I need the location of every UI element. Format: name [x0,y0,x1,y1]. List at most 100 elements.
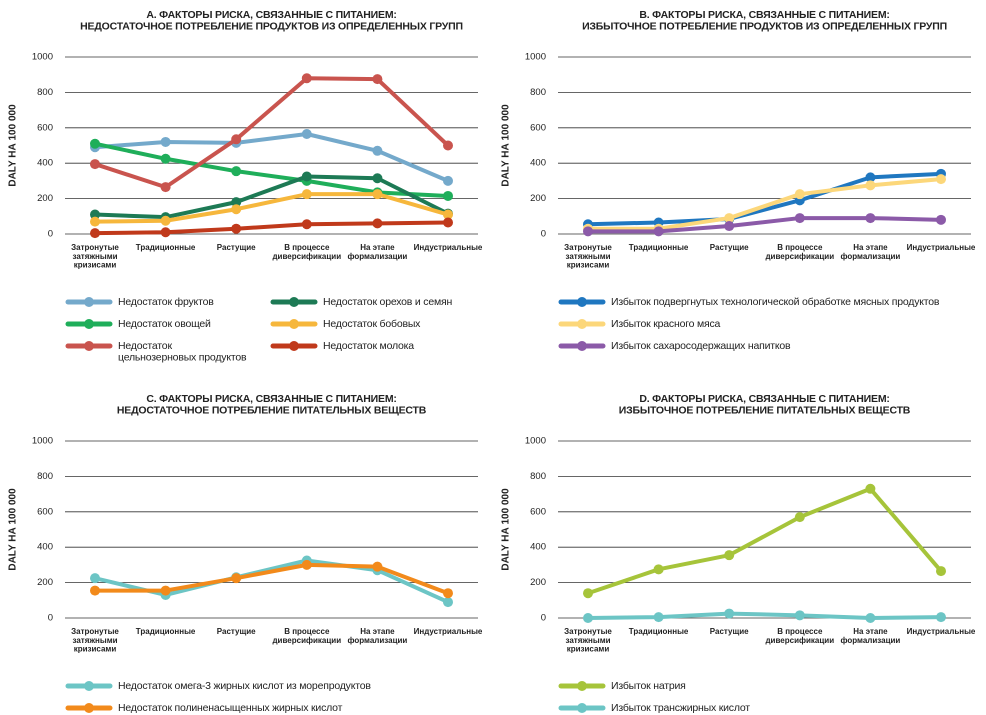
data-point [865,613,876,623]
x-tick-label: Индустриальные [414,243,483,252]
legend-marker [289,341,299,351]
series-line [95,562,449,596]
y-tick-label: 800 [530,87,546,98]
series-line [587,171,942,227]
y-tick-label: 1000 [525,52,546,63]
y-axis-label: DALY НА 100 000 [8,488,19,571]
x-tick-label: Растущие [710,627,749,636]
x-tick-label: В процессе диверсификации [765,627,834,645]
x-tick-label: Затронутые затяжными кризисами [564,243,612,270]
legend-marker [577,297,587,307]
data-point [160,227,171,238]
legend-label: Недостаток цельнозерновых продуктов [118,340,247,364]
data-point [90,228,100,239]
legend-marker [577,319,587,329]
data-point [160,136,171,147]
y-tick-label: 0 [541,229,546,240]
data-point [160,153,171,164]
data-point [865,180,876,191]
series-line [588,177,942,231]
x-tick-label: В процессе диверсификации [765,243,834,261]
legend-marker [289,319,299,329]
data-point [583,226,593,237]
legend-label: Недостаток полиненасыщенных жирных кисло… [118,702,343,714]
data-point [865,172,876,183]
data-point [231,166,242,177]
data-point [443,140,453,151]
data-point [90,209,100,220]
data-point [160,215,171,226]
x-tick-label: Традиционные [136,627,196,636]
data-point [301,171,312,182]
y-tick-label: 200 [37,193,53,204]
data-point [372,145,383,156]
chart-title: B. ФАКТОРЫ РИСКА, СВЯЗАННЫЕ С ПИТАНИЕМ: И… [582,9,947,33]
y-tick-label: 200 [37,577,53,588]
legend-label: Избыток трансжирных кислот [611,702,750,714]
data-point [301,128,312,139]
series-line [94,192,449,224]
data-point [90,216,100,227]
data-point [865,483,876,494]
data-point [231,134,242,145]
x-tick-label: Индустриальные [414,627,483,636]
data-point [936,566,946,577]
legend-label: Недостаток овощей [118,318,211,330]
x-tick-label: В процессе диверсификации [272,243,341,261]
x-tick-label: Растущие [217,627,256,636]
x-tick-label: Традиционные [629,627,689,636]
y-tick-label: 200 [530,193,546,204]
data-point [231,223,242,234]
y-tick-label: 1000 [32,436,53,447]
x-tick-label: Затронутые затяжными кризисами [71,243,119,270]
y-tick-label: 600 [530,506,546,517]
data-point [724,213,735,224]
data-point [301,73,312,84]
x-tick-label: Традиционные [629,243,689,252]
series-line [94,558,449,604]
series-line [94,174,449,220]
data-point [90,585,100,596]
data-point [372,74,383,85]
data-point [583,588,593,599]
x-tick-label: На этапе формализации [347,627,407,645]
y-tick-label: 1000 [32,52,53,63]
x-tick-label: На этапе формализации [840,627,900,645]
data-point [724,550,735,561]
data-point [936,214,946,225]
data-point [794,610,805,621]
data-point [794,512,805,523]
y-tick-label: 600 [530,122,546,133]
x-tick-label: Затронутые затяжными кризисами [564,627,612,654]
series-line [587,486,943,596]
data-point [443,190,453,201]
data-point [90,138,100,149]
legend-label: Недостаток молока [323,340,414,352]
x-tick-label: Растущие [710,243,749,252]
data-point [653,564,664,575]
y-tick-label: 0 [541,613,546,624]
legend-marker [289,297,299,307]
legend-label: Недостаток омега-3 жирных кислот из море… [118,680,371,692]
data-point [231,204,242,215]
legend-label: Недостаток орехов и семян [323,296,452,308]
data-point [372,189,383,200]
legend-label: Избыток сахаросодержащих напитков [611,340,791,352]
data-point [372,173,383,184]
y-tick-label: 0 [48,229,53,240]
y-tick-label: 400 [37,158,53,169]
data-point [653,612,664,623]
x-tick-label: Растущие [217,243,256,252]
data-point [936,174,946,185]
y-tick-label: 400 [530,158,546,169]
data-point [301,189,312,200]
y-tick-label: 400 [37,542,53,553]
x-tick-label: В процессе диверсификации [272,627,341,645]
y-tick-label: 800 [530,471,546,482]
data-point [724,608,735,619]
chart-title: A. ФАКТОРЫ РИСКА, СВЯЗАННЫЕ С ПИТАНИЕМ: Н… [80,9,463,33]
y-tick-label: 1000 [525,436,546,447]
y-tick-label: 200 [530,577,546,588]
chart-title: C. ФАКТОРЫ РИСКА, СВЯЗАННЫЕ С ПИТАНИЕМ: Н… [117,393,427,417]
